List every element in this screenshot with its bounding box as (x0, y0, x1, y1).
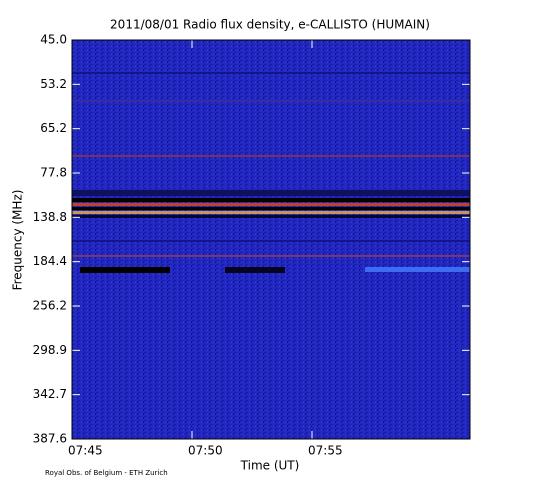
chart-title: 2011/08/01 Radio flux density, e-CALLIST… (110, 18, 430, 32)
spectrogram-band (72, 72, 470, 74)
y-tick-label: 256.2 (33, 299, 67, 313)
spectrogram-band (72, 203, 470, 206)
spectrogram-band (80, 267, 170, 273)
spectrogram (72, 40, 470, 439)
spectrogram-band (72, 240, 470, 242)
x-axis-label: Time (UT) (240, 459, 300, 473)
x-tick-label: 07:50 (188, 444, 223, 458)
y-tick-label: 298.9 (33, 343, 67, 357)
y-tick-label: 138.8 (33, 210, 67, 224)
spectrogram-band (72, 100, 470, 102)
y-tick-label: 53.2 (40, 77, 67, 91)
y-tick-label: 387.6 (33, 432, 67, 446)
spectrogram-band (72, 215, 470, 218)
y-tick-label: 77.8 (40, 166, 67, 180)
spectrogram-band (365, 267, 470, 272)
spectrogram-band (72, 198, 470, 202)
y-tick-label: 45.0 (40, 33, 67, 47)
credit: Royal Obs. of Belgium - ETH Zurich (45, 469, 168, 477)
spectrogram-band (72, 190, 470, 196)
x-tick-label: 07:45 (68, 444, 103, 458)
spectrogram-background (72, 40, 470, 439)
x-tick-label: 07:55 (308, 444, 343, 458)
y-tick-label: 184.4 (33, 254, 67, 268)
y-tick-label: 65.2 (40, 121, 67, 135)
spectrogram-band (72, 155, 470, 157)
y-tick-label: 342.7 (33, 387, 67, 401)
plot-frame (71, 39, 471, 440)
spectrogram-band (72, 211, 470, 214)
y-axis-label: Frequency (MHz) (11, 190, 25, 291)
spectrogram-band (225, 267, 285, 273)
spectrogram-band (72, 255, 470, 257)
spectrogram-band (72, 207, 470, 210)
